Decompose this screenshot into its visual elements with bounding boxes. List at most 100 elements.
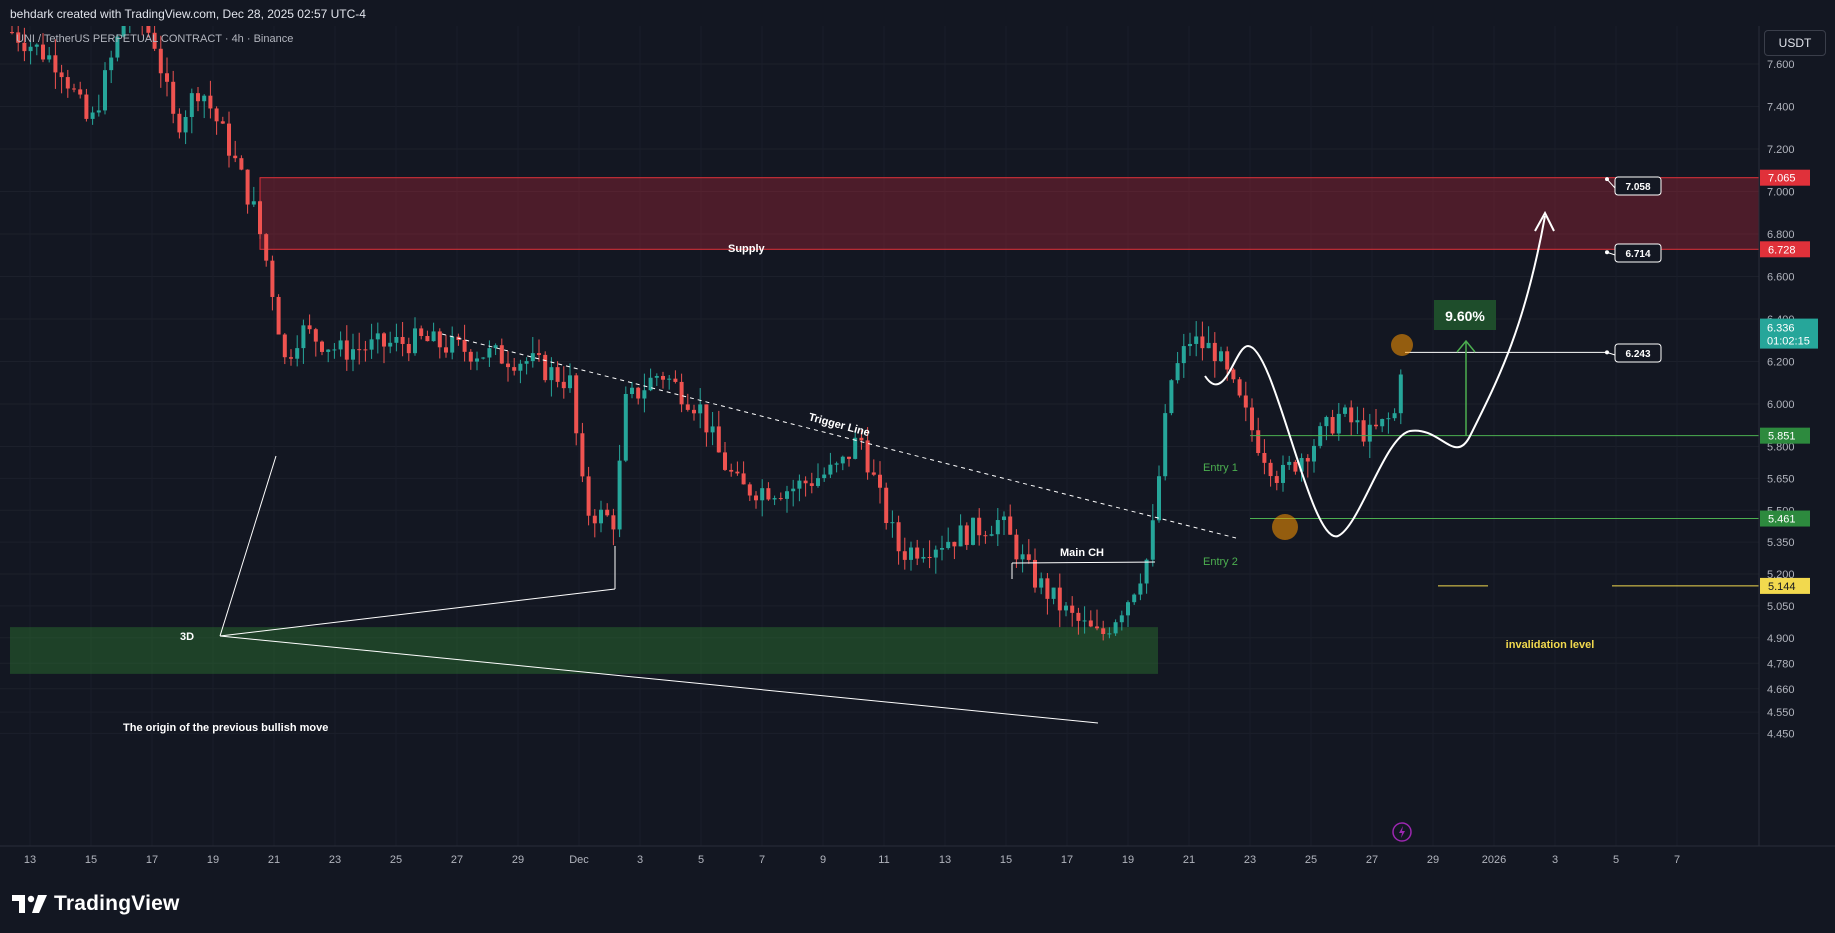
- currency-button[interactable]: USDT: [1764, 30, 1826, 56]
- trigger-line[interactable]: [441, 333, 1237, 539]
- candle-body: [921, 556, 926, 559]
- candle-body: [989, 534, 994, 536]
- candle-body: [1014, 534, 1019, 560]
- candle-body: [617, 460, 622, 530]
- chart-frame[interactable]: UNI / TetherUS PERPETUAL CONTRACT · 4h ·…: [0, 26, 1835, 873]
- candle-body: [419, 328, 424, 336]
- time-tick: 7: [759, 854, 765, 866]
- time-tick: 19: [1122, 854, 1134, 866]
- candle-body: [878, 474, 882, 488]
- time-tick: 2026: [1482, 854, 1506, 866]
- candle-body: [729, 469, 734, 472]
- supply-zone[interactable]: [259, 177, 1760, 250]
- candle-body: [1256, 430, 1261, 453]
- candle-body: [865, 440, 870, 473]
- candle-body: [121, 26, 126, 37]
- candle-body: [487, 348, 492, 358]
- time-tick: 15: [85, 854, 97, 866]
- wedge-line-up[interactable]: [219, 455, 277, 637]
- main-ch-line[interactable]: [1011, 561, 1156, 564]
- candle-body: [251, 201, 256, 205]
- time-tick: 3: [1552, 854, 1558, 866]
- callout-6243: 6.243: [1625, 349, 1650, 360]
- time-tick: 3: [637, 854, 643, 866]
- candle-body: [475, 358, 479, 362]
- tradingview-logo[interactable]: TradingView: [12, 892, 180, 916]
- candle-body: [599, 509, 603, 524]
- candle-body: [1343, 407, 1347, 414]
- zones: [10, 177, 1760, 674]
- callout-box-6714[interactable]: [1614, 243, 1662, 263]
- candle-body: [971, 517, 975, 545]
- alert-icon[interactable]: [1392, 822, 1412, 842]
- time-tick: 21: [268, 854, 280, 866]
- candle-body: [357, 349, 362, 351]
- candle-body: [964, 525, 969, 545]
- price-badge-label: 6.728: [1768, 244, 1796, 256]
- candle-body: [853, 437, 858, 459]
- candle-body: [654, 375, 659, 378]
- candle-body: [1386, 418, 1391, 420]
- price-chart[interactable]: UNI / TetherUS PERPETUAL CONTRACT · 4h ·…: [0, 26, 1835, 873]
- candle-body: [320, 341, 324, 352]
- wedge-upper-line[interactable]: [219, 588, 616, 637]
- candle-body: [90, 112, 95, 119]
- callout-box-7058[interactable]: [1614, 176, 1662, 196]
- candle-body: [233, 155, 238, 159]
- time-tick: 25: [1305, 854, 1317, 866]
- candle-body: [146, 26, 151, 33]
- callout-box-6243[interactable]: [1614, 343, 1662, 363]
- symbol-title: UNI / TetherUS PERPETUAL CONTRACT · 4h ·…: [16, 33, 293, 45]
- candle-body: [1008, 516, 1013, 535]
- candle-body: [840, 456, 845, 464]
- price-axis[interactable]: 7.8007.6007.4007.2007.0006.8006.6006.400…: [1758, 26, 1818, 846]
- candle-body: [1064, 605, 1068, 611]
- candle-body: [481, 357, 486, 359]
- price-badge-label: 7.065: [1768, 173, 1796, 185]
- time-axis[interactable]: 13 15 17 19 21 23 25 27 29 Dec 3 5 7 9 11 13 15 17 19 21 23 2…: [0, 845, 1835, 866]
- candle-body: [227, 123, 231, 156]
- entry-2-label: Entry 2: [1203, 556, 1238, 568]
- candle-body: [1157, 476, 1161, 521]
- candle-body: [1188, 343, 1192, 347]
- trigger-line-label: Trigger Line: [807, 411, 871, 439]
- candle-body: [1324, 417, 1329, 427]
- candle-body: [1392, 413, 1397, 419]
- candle-body: [326, 349, 331, 352]
- candle-body: [760, 488, 765, 501]
- time-tick: 17: [146, 854, 158, 866]
- wedge-lower-line[interactable]: [219, 635, 1099, 724]
- candle-body: [245, 169, 250, 205]
- candle-body: [1262, 452, 1267, 463]
- candle-body: [1380, 419, 1385, 427]
- candle-body: [673, 378, 678, 382]
- price-tick: 4.900: [1767, 633, 1795, 645]
- candle-body: [1237, 379, 1242, 396]
- time-tick: 21: [1183, 854, 1195, 866]
- demand-zone[interactable]: [10, 627, 1158, 674]
- callout-anchor: [1605, 350, 1609, 355]
- time-tick: 11: [878, 854, 889, 866]
- projection-arrowhead: [1534, 210, 1555, 232]
- candle-body: [561, 381, 566, 389]
- candle-body: [716, 426, 721, 453]
- candle-body: [41, 44, 45, 60]
- highlight-circle-bottom[interactable]: [1272, 514, 1298, 540]
- candle-body: [685, 404, 690, 410]
- price-badge: [1760, 241, 1810, 258]
- candle-body: [636, 387, 641, 399]
- candle-body: [1126, 602, 1130, 616]
- candle-body: [394, 336, 399, 343]
- candle-body: [747, 484, 752, 496]
- candle-body: [952, 541, 957, 547]
- candle-body: [1212, 342, 1217, 362]
- candle-body: [642, 390, 647, 399]
- candle-body: [1305, 458, 1310, 462]
- projection-path[interactable]: [1204, 215, 1546, 538]
- candle-body: [444, 347, 448, 353]
- candle-body: [791, 488, 796, 492]
- highlight-circle-top[interactable]: [1391, 334, 1413, 356]
- price-badge-label: 5.851: [1768, 431, 1796, 443]
- candle-body: [202, 95, 207, 102]
- candle-body: [189, 93, 194, 117]
